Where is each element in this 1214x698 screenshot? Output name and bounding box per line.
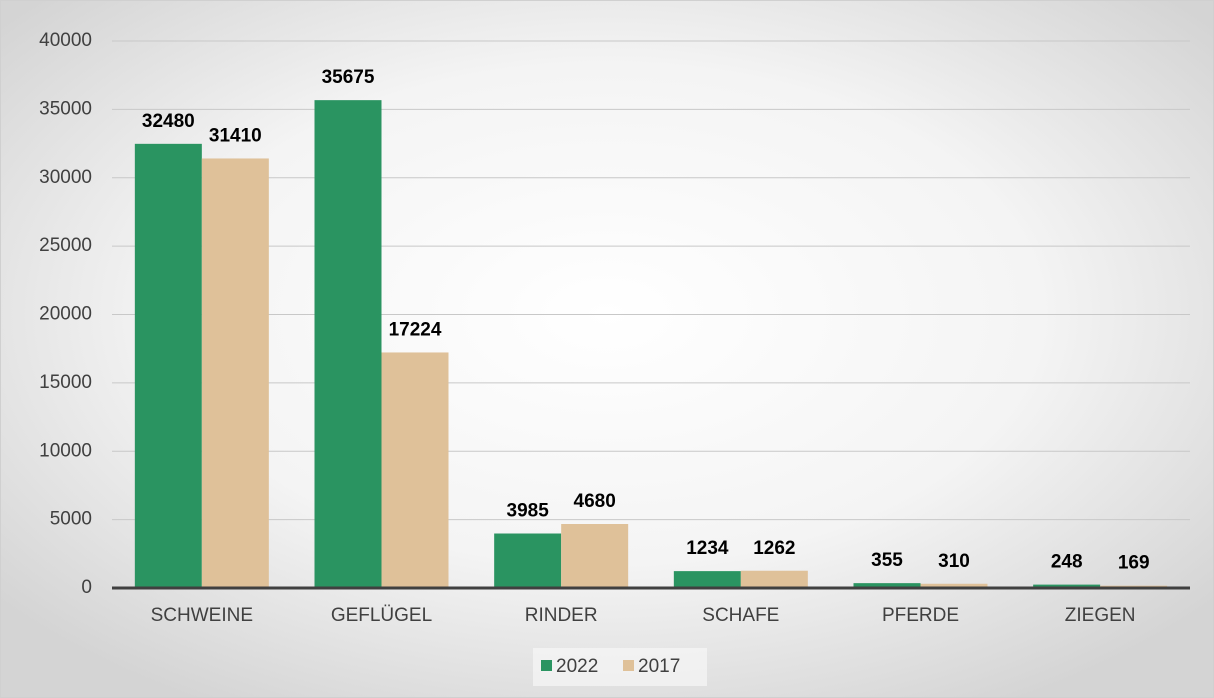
- bar: [740, 570, 808, 588]
- bar: [494, 533, 562, 588]
- y-tick-label: 30000: [39, 167, 92, 188]
- y-tick-label: 40000: [39, 30, 92, 51]
- x-tick-label: SCHAFE: [702, 605, 779, 626]
- bar: [673, 571, 741, 588]
- bar: [561, 524, 629, 588]
- x-tick-label: GEFLÜGEL: [331, 605, 432, 626]
- y-tick-label: 0: [81, 577, 92, 598]
- y-tick-label: 15000: [39, 372, 92, 393]
- x-tick-label: RINDER: [525, 605, 598, 626]
- value-label: 32480: [142, 111, 195, 132]
- value-label: 4680: [574, 491, 616, 512]
- value-label: 1234: [686, 538, 729, 559]
- value-label: 31410: [209, 125, 262, 146]
- bar: [920, 583, 988, 588]
- value-label: 1262: [753, 538, 795, 559]
- y-tick-label: 5000: [50, 509, 92, 530]
- value-label: 169: [1118, 553, 1150, 574]
- x-tick-label: PFERDE: [882, 605, 959, 626]
- value-label: 3985: [507, 501, 550, 522]
- value-label: 35675: [322, 67, 375, 88]
- value-label: 310: [938, 551, 970, 572]
- value-label: 17224: [389, 319, 442, 340]
- x-tick-label: ZIEGEN: [1065, 605, 1136, 626]
- legend-label: 2022: [556, 656, 598, 677]
- y-tick-label: 10000: [39, 440, 92, 461]
- legend-swatch: [541, 660, 552, 671]
- bar: [853, 583, 921, 588]
- bar: [134, 143, 202, 588]
- legend-swatch: [623, 660, 634, 671]
- value-label: 355: [871, 550, 903, 571]
- value-label: 248: [1051, 552, 1083, 573]
- bar: [201, 158, 269, 588]
- legend-label: 2017: [638, 656, 680, 677]
- bar: [381, 352, 449, 588]
- y-tick-label: 20000: [39, 304, 92, 325]
- bar: [1033, 584, 1101, 588]
- x-tick-label: SCHWEINE: [151, 605, 253, 626]
- y-tick-label: 25000: [39, 235, 92, 256]
- legend-box: [533, 648, 707, 686]
- bar: [314, 100, 382, 588]
- y-tick-label: 35000: [39, 98, 92, 119]
